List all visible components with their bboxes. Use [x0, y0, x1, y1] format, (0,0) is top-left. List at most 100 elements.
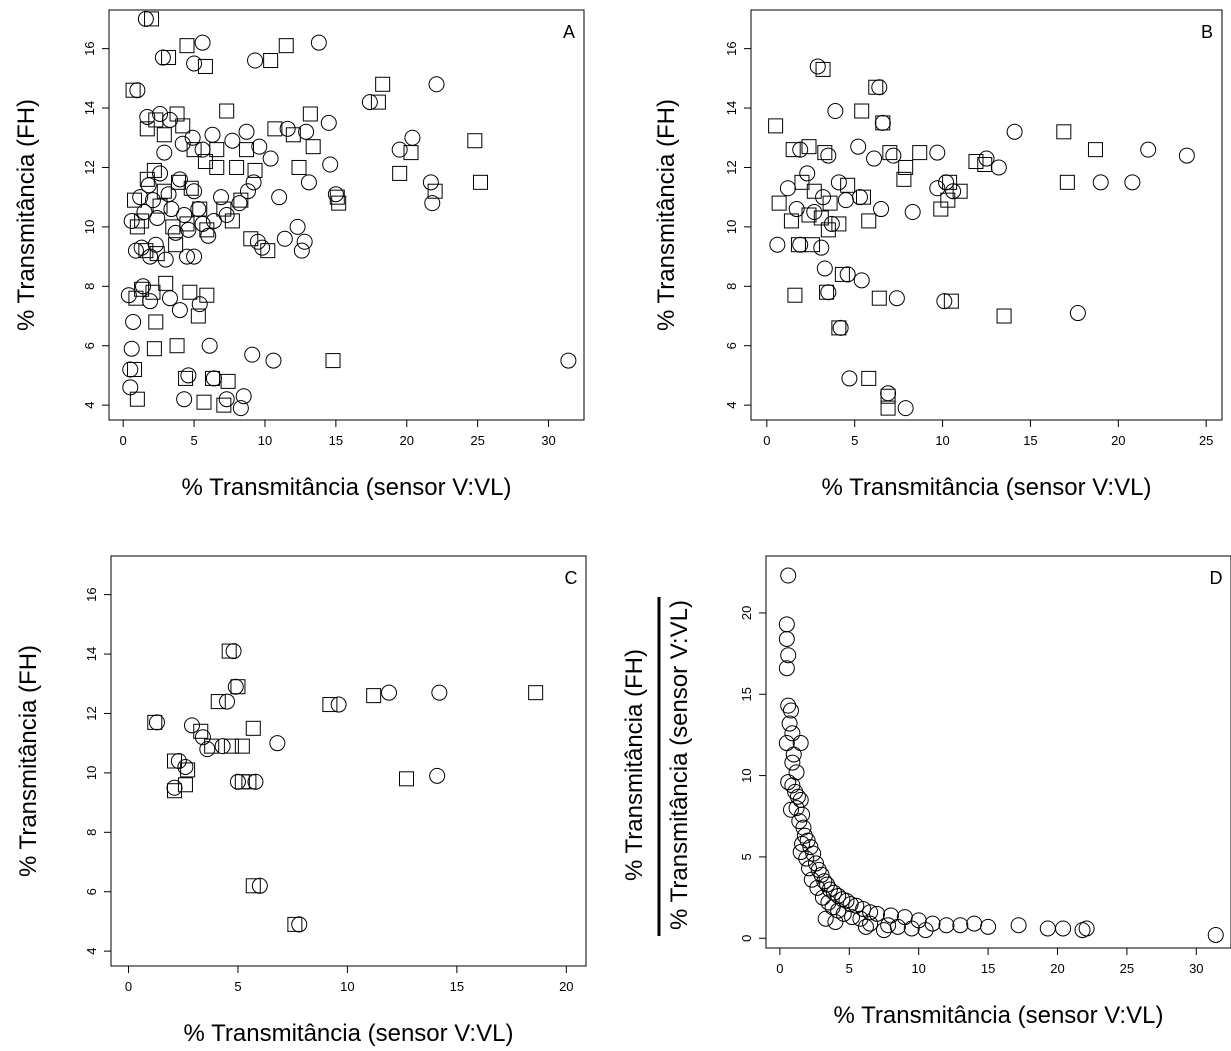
data-point-square [952, 183, 968, 199]
data-point-circle [880, 917, 897, 934]
data-point-square [817, 145, 833, 161]
panel-letter: C [565, 568, 578, 588]
data-point-square [968, 154, 984, 170]
data-point-circle [802, 839, 819, 856]
data-point-circle [785, 746, 802, 763]
data-point-circle [778, 660, 795, 677]
data-point-circle [848, 897, 865, 914]
data-point-square [771, 195, 787, 211]
data-point-circle [813, 866, 830, 883]
data-point-circle [1078, 920, 1095, 937]
data-point-circle [789, 788, 806, 805]
data-point-circle [814, 889, 831, 906]
data-point-circle [929, 144, 946, 161]
data-point-square [182, 284, 198, 300]
data-point-square [204, 738, 220, 754]
data-point-square [278, 38, 294, 54]
x-tick-label: 5 [846, 961, 853, 976]
data-point-square [801, 207, 817, 223]
data-point-circle [792, 735, 809, 752]
data-point-circle [133, 239, 150, 256]
y-tick-label: 4 [82, 402, 97, 409]
data-point-square [805, 237, 821, 253]
data-point-square [168, 237, 184, 253]
data-point-circle [853, 272, 870, 289]
y-tick-label: 6 [84, 888, 99, 895]
y-axis-title-numerator: % Transmitância (FH) [621, 649, 648, 881]
data-point-circle [178, 248, 195, 265]
data-point-circle [820, 147, 837, 164]
data-point-circle [176, 207, 193, 223]
data-point-square [148, 112, 164, 128]
data-point-square [179, 216, 195, 232]
y-tick-label: 0 [739, 935, 754, 942]
data-point-square [161, 50, 177, 66]
data-point-square [127, 361, 143, 377]
data-point-square [139, 121, 155, 137]
data-point-circle [874, 114, 891, 131]
data-point-square [267, 121, 283, 137]
data-point-circle [204, 126, 221, 143]
data-point-square [209, 159, 225, 175]
data-point-square [325, 353, 341, 369]
data-point-circle [152, 105, 169, 122]
y-tick-label: 14 [724, 101, 739, 115]
data-point-square [158, 275, 174, 291]
data-point-circle [780, 697, 797, 714]
data-point-circle [980, 918, 997, 935]
data-point-square [243, 231, 259, 247]
data-point-circle [183, 717, 200, 734]
data-point-circle [794, 806, 811, 823]
data-point-circle [244, 346, 261, 363]
data-point-square [898, 159, 914, 175]
data-point-circle [186, 183, 203, 200]
data-point-square [179, 38, 195, 54]
panel-letter: B [1201, 22, 1213, 42]
data-point-circle [560, 352, 577, 369]
y-axis-title: % Transmitância (FH) [13, 99, 40, 331]
data-point-circle [201, 337, 218, 354]
data-point-circle [219, 693, 236, 710]
data-point-circle [978, 150, 995, 167]
data-point-circle [139, 108, 156, 125]
x-tick-label: 5 [851, 433, 858, 448]
data-point-circle [1074, 922, 1091, 939]
x-axis-title: % Transmitância (sensor V:VL) [822, 474, 1152, 501]
x-tick-label: 20 [400, 433, 414, 448]
x-tick-label: 30 [1189, 961, 1203, 976]
data-point-circle [839, 266, 856, 283]
data-point-circle [938, 917, 955, 934]
data-point-circle [882, 907, 899, 924]
x-tick-label: 10 [911, 961, 925, 976]
x-tick-label: 25 [470, 433, 484, 448]
data-point-circle [161, 290, 178, 307]
data-point-square [868, 79, 884, 95]
panel-d: 0 5 10 15 20 25 30 0 5 10 15 20 % Transmitância (sen… [621, 555, 1231, 1029]
data-point-circle [838, 892, 855, 909]
data-point-square [247, 162, 263, 178]
data-point-circle [123, 212, 140, 229]
data-point-circle [809, 879, 826, 896]
y-tick-label: 15 [739, 687, 754, 701]
data-point-circle [1140, 141, 1157, 158]
data-point-circle [322, 156, 339, 173]
data-point-square [819, 284, 835, 300]
data-point-circle [837, 192, 854, 209]
data-point-circle [200, 227, 217, 244]
data-point-circle [180, 221, 197, 238]
data-point-circle [796, 827, 813, 844]
data-point-circle [330, 696, 347, 713]
data-point-circle [1010, 917, 1027, 934]
data-point-circle [251, 138, 268, 155]
data-point-circle [780, 567, 797, 584]
data-point-square [229, 159, 245, 175]
data-point-circle [361, 94, 378, 111]
data-point-square [186, 142, 202, 158]
data-point-square [263, 53, 279, 69]
data-point-square [822, 195, 838, 211]
data-point-square [223, 738, 239, 754]
panel-c: 0 5 10 15 20 4 6 8 10 12 14 16 % Transmitância (sens… [15, 555, 587, 1047]
data-point-circle [156, 144, 173, 161]
data-point-circle [990, 159, 1007, 176]
data-point-square [820, 222, 836, 238]
